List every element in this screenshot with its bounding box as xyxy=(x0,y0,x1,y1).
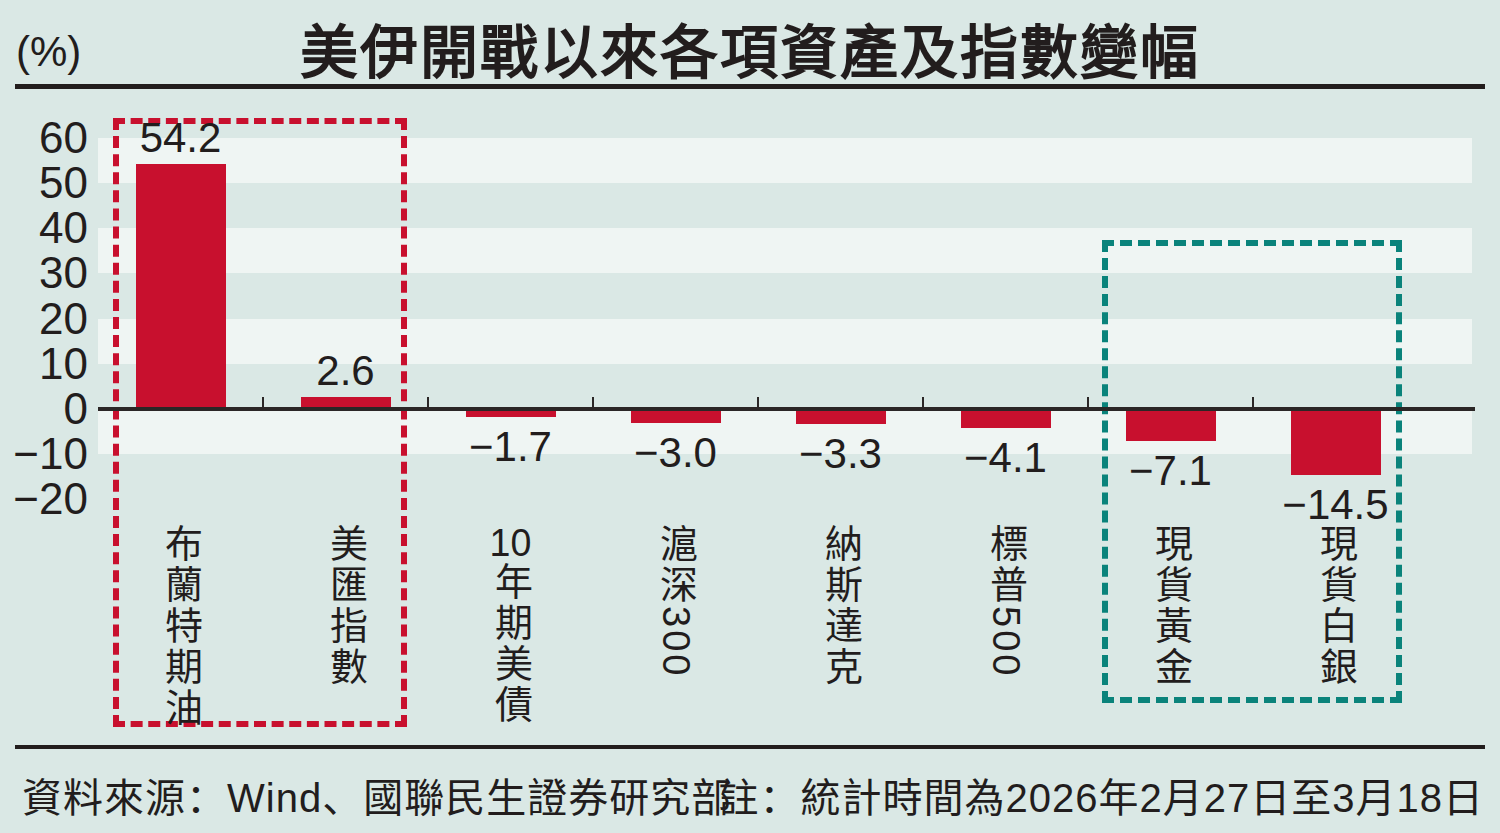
note-text: 註：統計時間為2026年2月27日至3月18日 xyxy=(719,766,1484,824)
bar-value-label: 2.6 xyxy=(316,349,374,393)
bar-value-label: −3.0 xyxy=(634,431,717,475)
y-axis-tick-label: 50 xyxy=(0,160,88,206)
y-axis-tick-label: 30 xyxy=(0,250,88,296)
bar-value-label: −4.1 xyxy=(964,436,1047,480)
category-label: 標普500 xyxy=(986,524,1026,678)
bar-value-label: −7.1 xyxy=(1129,449,1212,493)
bar-1 xyxy=(136,164,226,409)
category-label: 現貨黃金 xyxy=(1151,524,1191,688)
y-axis-tick-label: 40 xyxy=(0,205,88,251)
category-label: 10年期美債 xyxy=(491,524,531,726)
bar-7 xyxy=(1126,409,1216,441)
bar-value-label: −14.5 xyxy=(1282,483,1388,527)
category-label: 納斯達克 xyxy=(821,524,861,688)
category-label: 滬深300 xyxy=(656,524,696,678)
category-label: 布蘭特期油 xyxy=(161,524,201,729)
bar-6 xyxy=(961,409,1051,428)
bar-value-label: −3.3 xyxy=(799,432,882,476)
y-axis-tick-label: 20 xyxy=(0,296,88,342)
y-axis-tick-label: 10 xyxy=(0,341,88,387)
bar-value-label: 54.2 xyxy=(140,116,222,160)
bar-8 xyxy=(1291,409,1381,475)
y-axis-tick-label: 0 xyxy=(0,386,88,432)
category-label-number: 10 xyxy=(490,524,532,562)
footer-rule xyxy=(15,745,1485,749)
plot-area: 6050403020100−10−2054.2布蘭特期油2.6美匯指數−1.71… xyxy=(0,0,1500,833)
bar-4 xyxy=(631,409,721,423)
zero-axis-line xyxy=(98,407,1475,411)
category-label: 美匯指數 xyxy=(326,524,366,688)
y-axis-tick-label: 60 xyxy=(0,115,88,161)
chart-root: (%) 美伊開戰以來各項資產及指數變幅 6050403020100−10−205… xyxy=(0,0,1500,833)
source-text: 資料來源：Wind、國聯民生證券研究部 xyxy=(22,766,732,824)
bar-value-label: −1.7 xyxy=(469,425,552,469)
category-label: 現貨白銀 xyxy=(1316,524,1356,688)
y-axis-tick-label: −10 xyxy=(0,431,88,477)
y-axis-tick-label: −20 xyxy=(0,476,88,522)
bar-5 xyxy=(796,409,886,424)
